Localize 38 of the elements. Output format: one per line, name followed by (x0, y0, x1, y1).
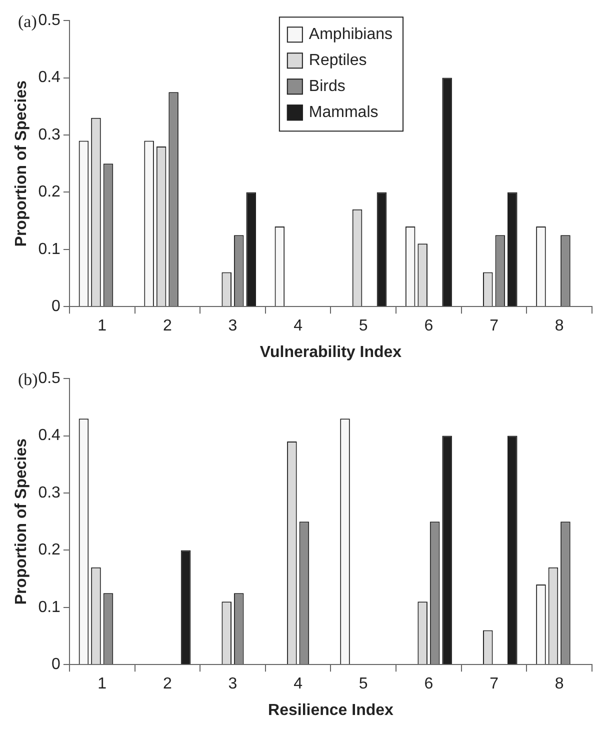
x-tick-label: 4 (294, 318, 303, 335)
y-tick-label: 0 (52, 656, 61, 674)
legend-label: Amphibians (308, 26, 393, 44)
x-tick-label: 6 (424, 676, 434, 693)
x-tick-label: 7 (490, 676, 499, 693)
x-tick-label: 7 (490, 318, 499, 335)
x-axis-title: Resilience Index (268, 702, 394, 719)
y-tick-label: 0.2 (38, 184, 61, 201)
x-tick-label: 5 (358, 318, 368, 335)
legend-label: Reptiles (308, 52, 367, 70)
legend-label: Birds (308, 78, 346, 96)
x-tick-label: 3 (228, 318, 238, 335)
text: (a) (18, 12, 37, 31)
text: (b) (18, 370, 38, 389)
x-tick-label: 1 (98, 318, 107, 335)
y-tick-label: 0.2 (38, 542, 61, 559)
x-tick-label: 2 (162, 676, 172, 693)
y-tick-label: 0 (52, 298, 61, 316)
y-tick-label: 0.4 (38, 69, 61, 86)
y-tick-label: 0.1 (38, 240, 61, 258)
y-axis-title: Proportion of Species (13, 438, 30, 605)
y-tick-label: 0.3 (38, 126, 61, 144)
x-tick-label: 1 (98, 676, 107, 693)
y-tick-label: 0.1 (38, 598, 61, 616)
x-axis-title: Vulnerability Index (260, 344, 402, 361)
y-axis-title: Proportion of Species (13, 80, 30, 247)
x-tick-label: 8 (554, 676, 564, 693)
x-tick-label: 4 (294, 676, 303, 693)
y-tick-label: 0.5 (38, 12, 61, 30)
x-tick-label: 3 (228, 676, 238, 693)
x-tick-label: 6 (424, 318, 434, 335)
x-tick-label: 2 (162, 318, 172, 335)
y-tick-label: 0.4 (38, 427, 61, 444)
x-tick-label: 8 (554, 318, 564, 335)
x-tick-label: 5 (358, 676, 368, 693)
y-tick-label: 0.5 (38, 370, 61, 388)
legend-label: Mammals (308, 104, 378, 122)
y-tick-label: 0.3 (38, 484, 61, 502)
